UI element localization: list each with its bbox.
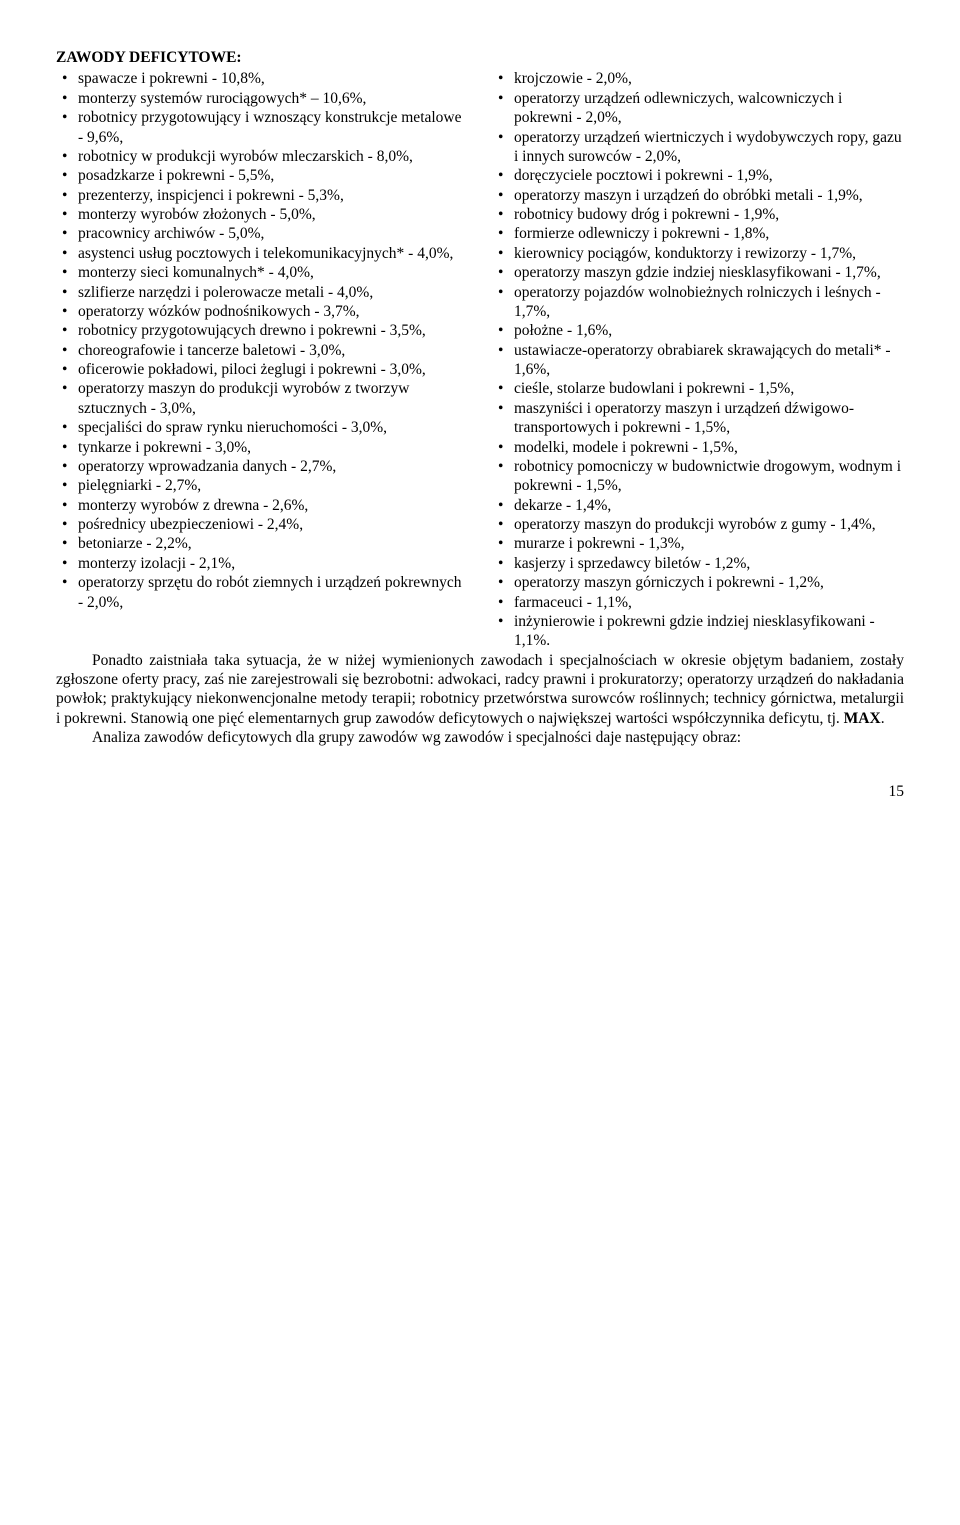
paragraph-1: Ponadto zaistniała taka sytuacja, że w n…: [56, 651, 904, 729]
right-item: operatorzy urządzeń odlewniczych, walcow…: [492, 89, 904, 128]
right-item: kierownicy pociągów, konduktorzy i rewiz…: [492, 244, 904, 263]
right-item: operatorzy maszyn do produkcji wyrobów z…: [492, 515, 904, 534]
right-item: położne - 1,6%,: [492, 321, 904, 340]
left-item: monterzy wyrobów złożonych - 5,0%,: [56, 205, 468, 224]
paragraph-2: Analiza zawodów deficytowych dla grupy z…: [56, 728, 904, 747]
paragraph-1-text-a: Ponadto zaistniała taka sytuacja, że w n…: [56, 652, 904, 727]
right-item: operatorzy pojazdów wolnobieżnych rolnic…: [492, 283, 904, 322]
right-item: ustawiacze-operatorzy obrabiarek skrawaj…: [492, 341, 904, 380]
left-item: monterzy wyrobów z drewna - 2,6%,: [56, 496, 468, 515]
left-column: spawacze i pokrewni - 10,8%,monterzy sys…: [56, 69, 468, 650]
right-item: inżynierowie i pokrewni gdzie indziej ni…: [492, 612, 904, 651]
left-list: spawacze i pokrewni - 10,8%,monterzy sys…: [56, 69, 468, 612]
right-item: robotnicy pomocniczy w budownictwie drog…: [492, 457, 904, 496]
left-item: operatorzy maszyn do produkcji wyrobów z…: [56, 379, 468, 418]
left-item: asystenci usług pocztowych i telekomunik…: [56, 244, 468, 263]
left-item: spawacze i pokrewni - 10,8%,: [56, 69, 468, 88]
left-item: monterzy izolacji - 2,1%,: [56, 554, 468, 573]
right-item: dekarze - 1,4%,: [492, 496, 904, 515]
right-item: krojczowie - 2,0%,: [492, 69, 904, 88]
right-list: krojczowie - 2,0%,operatorzy urządzeń od…: [492, 69, 904, 650]
right-item: kasjerzy i sprzedawcy biletów - 1,2%,: [492, 554, 904, 573]
left-item: pracownicy archiwów - 5,0%,: [56, 224, 468, 243]
left-item: betoniarze - 2,2%,: [56, 534, 468, 553]
left-item: pielęgniarki - 2,7%,: [56, 476, 468, 495]
left-item: monterzy sieci komunalnych* - 4,0%,: [56, 263, 468, 282]
right-item: formierze odlewniczy i pokrewni - 1,8%,: [492, 224, 904, 243]
right-item: murarze i pokrewni - 1,3%,: [492, 534, 904, 553]
right-item: operatorzy urządzeń wiertniczych i wydob…: [492, 128, 904, 167]
left-item: robotnicy w produkcji wyrobów mleczarski…: [56, 147, 468, 166]
left-item: szlifierze narzędzi i polerowacze metali…: [56, 283, 468, 302]
left-item: monterzy systemów rurociągowych* – 10,6%…: [56, 89, 468, 108]
paragraph-1-text-c: .: [881, 710, 885, 727]
right-column: krojczowie - 2,0%,operatorzy urządzeń od…: [492, 69, 904, 650]
left-item: prezenterzy, inspicjenci i pokrewni - 5,…: [56, 186, 468, 205]
left-item: tynkarze i pokrewni - 3,0%,: [56, 438, 468, 457]
section-title: ZAWODY DEFICYTOWE:: [56, 48, 904, 67]
paragraph-1-bold: MAX: [844, 710, 881, 727]
right-item: doręczyciele pocztowi i pokrewni - 1,9%,: [492, 166, 904, 185]
left-item: operatorzy wprowadzania danych - 2,7%,: [56, 457, 468, 476]
right-item: robotnicy budowy dróg i pokrewni - 1,9%,: [492, 205, 904, 224]
two-column-list: spawacze i pokrewni - 10,8%,monterzy sys…: [56, 69, 904, 650]
right-item: operatorzy maszyn gdzie indziej niesklas…: [492, 263, 904, 282]
right-item: maszyniści i operatorzy maszyn i urządze…: [492, 399, 904, 438]
right-item: farmaceuci - 1,1%,: [492, 593, 904, 612]
left-item: specjaliści do spraw rynku nieruchomości…: [56, 418, 468, 437]
left-item: pośrednicy ubezpieczeniowi - 2,4%,: [56, 515, 468, 534]
left-item: choreografowie i tancerze baletowi - 3,0…: [56, 341, 468, 360]
right-item: operatorzy maszyn górniczych i pokrewni …: [492, 573, 904, 592]
left-item: robotnicy przygotowujących drewno i pokr…: [56, 321, 468, 340]
left-item: robotnicy przygotowujący i wznoszący kon…: [56, 108, 468, 147]
right-item: cieśle, stolarze budowlani i pokrewni - …: [492, 379, 904, 398]
left-item: operatorzy sprzętu do robót ziemnych i u…: [56, 573, 468, 612]
left-item: posadzkarze i pokrewni - 5,5%,: [56, 166, 468, 185]
page-number: 15: [56, 782, 904, 801]
right-item: modelki, modele i pokrewni - 1,5%,: [492, 438, 904, 457]
right-item: operatorzy maszyn i urządzeń do obróbki …: [492, 186, 904, 205]
left-item: oficerowie pokładowi, piloci żeglugi i p…: [56, 360, 468, 379]
left-item: operatorzy wózków podnośnikowych - 3,7%,: [56, 302, 468, 321]
